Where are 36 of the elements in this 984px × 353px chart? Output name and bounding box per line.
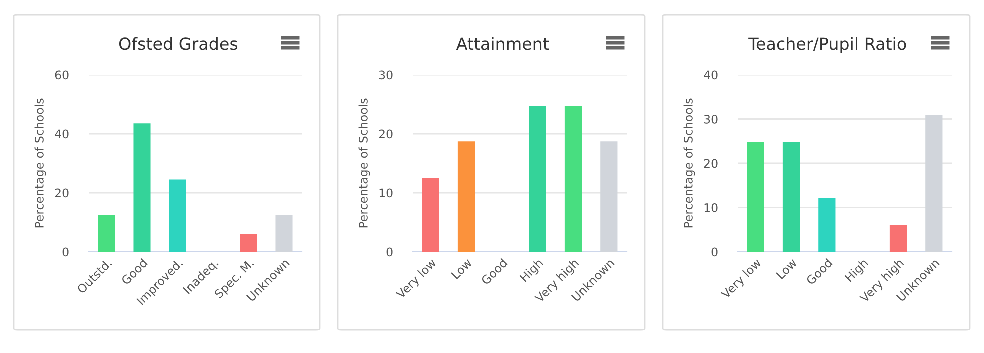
x-tick-label: Low [776, 258, 798, 280]
bar [890, 225, 908, 252]
y-tick-label: 40 [55, 130, 69, 139]
y-axis-title: Percentage of Schools [358, 98, 370, 228]
chart-title: Teacher/Pupil Ratio [748, 37, 906, 54]
y-tick-label: 30 [379, 70, 393, 80]
y-tick-label: 0 [62, 248, 69, 257]
bar [747, 142, 764, 252]
chart-title: Ofsted Grades [119, 37, 238, 50]
y-axis-title: Percentage of Schools [684, 98, 696, 228]
bar [818, 198, 836, 252]
y-tick-label: 20 [704, 159, 718, 168]
bar [276, 215, 293, 252]
y-tick-label: 10 [380, 188, 393, 198]
bar [98, 215, 116, 252]
y-tick-label: 40 [704, 70, 718, 80]
y-tick-label: 30 [704, 114, 718, 124]
bar [782, 142, 800, 252]
bar [458, 142, 476, 252]
chart-title: Attainment [456, 37, 550, 50]
y-tick-label: 60 [55, 70, 69, 80]
y-tick-label: 10 [704, 203, 718, 212]
bar [240, 234, 258, 252]
bar [529, 106, 546, 252]
y-tick-label: 0 [386, 248, 393, 257]
bar [422, 178, 440, 252]
y-tick-label: 20 [379, 130, 393, 139]
y-tick-label: 20 [55, 188, 69, 198]
bar [134, 124, 151, 252]
y-axis-title: Percentage of Schools [34, 98, 46, 228]
bar [926, 115, 943, 252]
bar [169, 180, 186, 252]
y-tick-label: 0 [712, 248, 718, 257]
bar [564, 106, 582, 252]
x-tick-label: Low [451, 258, 473, 280]
bar [600, 142, 618, 252]
